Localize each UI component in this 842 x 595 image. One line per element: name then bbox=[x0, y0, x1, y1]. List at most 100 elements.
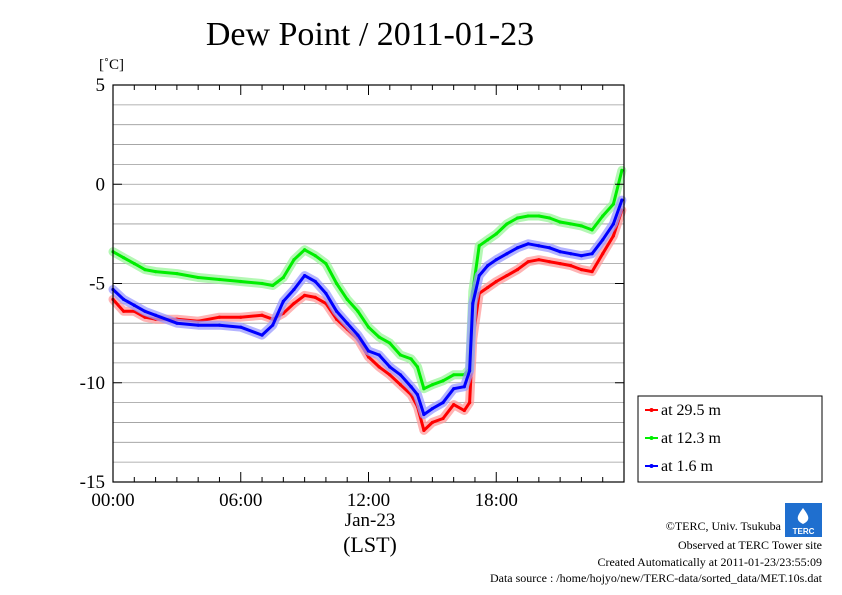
data-point bbox=[239, 315, 243, 319]
data-point bbox=[281, 275, 285, 280]
data-point bbox=[468, 401, 472, 405]
y-tick-label: -5 bbox=[89, 274, 105, 295]
data-point bbox=[569, 222, 573, 226]
legend: at 29.5 m at 12.3 m at 1.6 m bbox=[637, 395, 823, 483]
data-point bbox=[422, 428, 426, 432]
data-point bbox=[143, 309, 147, 313]
data-point bbox=[471, 301, 475, 305]
data-point bbox=[388, 341, 392, 345]
data-point bbox=[452, 387, 456, 391]
copyright-text: ©TERC, Univ. Tsukuba bbox=[666, 519, 782, 533]
data-point bbox=[505, 273, 509, 278]
data-point bbox=[526, 242, 530, 246]
data-point bbox=[377, 335, 381, 339]
data-point bbox=[547, 260, 552, 264]
series-spread-2 bbox=[108, 195, 627, 419]
data-point bbox=[505, 252, 509, 256]
data-point bbox=[579, 224, 584, 228]
x-axis-label: (LST) bbox=[343, 532, 397, 557]
legend-marker bbox=[649, 436, 654, 440]
y-tick-label: -10 bbox=[80, 373, 105, 394]
data-point bbox=[462, 385, 466, 389]
legend-label: at 29.5 m bbox=[661, 402, 722, 419]
data-point bbox=[398, 353, 403, 357]
data-point bbox=[313, 295, 317, 299]
data-point bbox=[486, 285, 490, 290]
y-tick-label: -15 bbox=[80, 472, 105, 493]
data-point bbox=[452, 373, 456, 377]
data-point bbox=[537, 258, 541, 262]
data-point bbox=[620, 198, 624, 202]
data-point bbox=[122, 297, 126, 301]
data-point bbox=[494, 279, 498, 284]
x-tick-label: 00:00 bbox=[91, 490, 134, 511]
data-point bbox=[388, 373, 392, 377]
data-point bbox=[292, 258, 296, 262]
data-point bbox=[260, 281, 264, 286]
data-point bbox=[239, 325, 243, 329]
data-point bbox=[366, 355, 371, 359]
data-point bbox=[558, 250, 562, 254]
data-point bbox=[558, 220, 562, 224]
data-point bbox=[422, 412, 426, 417]
legend-marker bbox=[649, 408, 654, 412]
data-point bbox=[175, 271, 179, 276]
data-point bbox=[611, 234, 615, 238]
data-point bbox=[430, 406, 434, 411]
y-tick-label: 5 bbox=[96, 75, 106, 96]
series-line-2 bbox=[111, 198, 624, 416]
data-point bbox=[143, 268, 147, 272]
data-point bbox=[122, 309, 126, 313]
data-point bbox=[601, 252, 605, 256]
data-point bbox=[377, 353, 381, 357]
data-point bbox=[494, 232, 498, 236]
data-point bbox=[398, 373, 403, 377]
data-point bbox=[324, 291, 328, 296]
data-point bbox=[558, 262, 562, 266]
data-point bbox=[122, 256, 126, 260]
data-point bbox=[409, 385, 413, 389]
data-point bbox=[477, 244, 481, 248]
data-point bbox=[537, 244, 541, 248]
data-point bbox=[601, 214, 605, 218]
data-point bbox=[292, 301, 296, 305]
created-text: Created Automatically at 2011-01-23/23:5… bbox=[597, 555, 822, 569]
data-point bbox=[303, 248, 307, 252]
data-point bbox=[441, 379, 445, 383]
data-point bbox=[441, 401, 445, 405]
legend-label: at 12.3 m bbox=[661, 430, 722, 447]
data-point bbox=[526, 214, 530, 218]
data-point bbox=[547, 216, 552, 220]
terc-logo-text: TERC bbox=[793, 527, 815, 536]
legend-box bbox=[637, 395, 823, 483]
data-point bbox=[196, 323, 200, 327]
data-point bbox=[409, 357, 413, 361]
data-point bbox=[515, 268, 520, 272]
data-point bbox=[569, 264, 573, 268]
data-point bbox=[569, 252, 573, 256]
data-point bbox=[468, 369, 472, 373]
data-point bbox=[441, 416, 445, 421]
data-point bbox=[132, 262, 136, 266]
data-point bbox=[515, 216, 520, 220]
x-axis: 00:00 06:00 12:00 18:00 bbox=[91, 85, 625, 511]
data-point bbox=[388, 365, 392, 369]
data-point bbox=[334, 309, 339, 313]
observed-text: Observed at TERC Tower site bbox=[678, 538, 822, 552]
data-point bbox=[452, 402, 456, 407]
data-point bbox=[494, 258, 498, 262]
legend-label: at 1.6 m bbox=[661, 458, 714, 475]
data-point bbox=[422, 387, 426, 391]
data-point bbox=[303, 273, 307, 278]
data-point bbox=[271, 323, 275, 327]
data-point bbox=[217, 315, 222, 319]
data-point bbox=[303, 293, 307, 298]
terc-logo: TERC bbox=[785, 503, 822, 537]
data-point bbox=[345, 297, 349, 301]
data-point bbox=[313, 279, 317, 284]
data-point bbox=[334, 281, 339, 286]
data-point bbox=[324, 262, 328, 266]
data-point bbox=[486, 238, 490, 242]
data-point bbox=[377, 365, 381, 369]
